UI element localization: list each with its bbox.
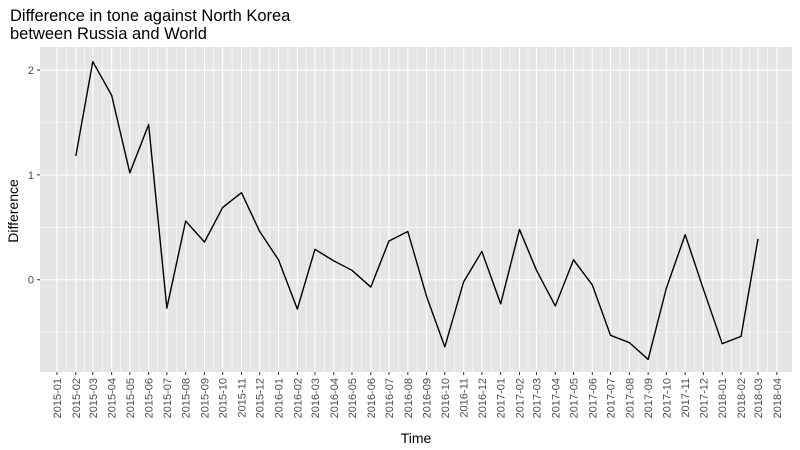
x-tick-label: 2015-10: [218, 378, 230, 418]
x-tick-label: 2018-03: [753, 378, 765, 418]
grid-lines: [40, 47, 792, 372]
chart-title-line-1: Difference in tone against North Korea: [10, 7, 291, 25]
x-tick-label: 2016-09: [422, 378, 434, 418]
y-tick-label: 0: [28, 275, 34, 287]
x-tick-label: 2016-12: [477, 378, 489, 418]
x-tick-label: 2016-11: [459, 378, 471, 418]
x-axis-title: Time: [401, 430, 432, 446]
x-tick-label: 2016-10: [440, 378, 452, 418]
x-tick-label: 2015-07: [162, 378, 174, 418]
x-tick-label: 2016-02: [292, 378, 304, 418]
x-tick-label: 2015-04: [107, 378, 119, 418]
y-tick-label: 2: [28, 65, 34, 77]
x-tick-label: 2016-07: [384, 378, 396, 418]
x-tick-label: 2015-12: [255, 378, 267, 418]
x-tick-label: 2017-07: [606, 378, 618, 418]
x-tick-label: 2017-02: [514, 378, 526, 418]
series-layer: [75, 60, 759, 361]
chart-title-line-2: between Russia and World: [10, 25, 207, 43]
x-tick-label: 2017-05: [569, 378, 581, 418]
x-tick-label: 2015-09: [199, 378, 211, 418]
x-tick-label: 2015-06: [144, 378, 156, 418]
x-tick-label: 2017-01: [496, 378, 508, 418]
y-axis-title: Difference: [5, 179, 21, 243]
x-tick-label: 2016-01: [274, 378, 286, 418]
x-tick-label: 2017-06: [587, 378, 599, 418]
x-tick-label: 2015-03: [88, 378, 100, 418]
x-tick-label: 2017-04: [550, 378, 562, 418]
x-tick-label: 2017-03: [531, 378, 543, 418]
x-tick-label: 2016-04: [329, 378, 341, 418]
x-tick-label: 2015-01: [52, 378, 64, 418]
axes: 0 1 2 2015-01 2015-02 2015-03 2015-04 2015-05 20…: [28, 65, 784, 418]
x-tick-label: 2016-08: [403, 378, 415, 418]
x-tick-label: 2015-05: [125, 378, 137, 418]
x-tick-label: 2018-02: [736, 378, 748, 418]
x-tick-label: 2017-11: [680, 378, 692, 418]
x-tick-label: 2016-05: [347, 378, 359, 418]
x-tick-label: 2016-03: [310, 378, 322, 418]
plot-panel: [40, 47, 792, 372]
x-tick-label: 2018-04: [772, 378, 784, 418]
x-tick-label: 2018-01: [717, 378, 729, 418]
x-tick-label: 2015-11: [237, 378, 249, 418]
x-tick-label: 2017-09: [643, 378, 655, 418]
y-tick-label: 1: [28, 170, 34, 182]
x-tick-label: 2016-06: [366, 378, 378, 418]
x-tick-label: 2017-12: [698, 378, 710, 418]
x-tick-label: 2017-10: [661, 378, 673, 418]
x-tick-label: 2017-08: [624, 378, 636, 418]
x-tick-label: 2015-02: [71, 378, 83, 418]
x-tick-label: 2015-08: [181, 378, 193, 418]
series-line: [75, 60, 759, 361]
